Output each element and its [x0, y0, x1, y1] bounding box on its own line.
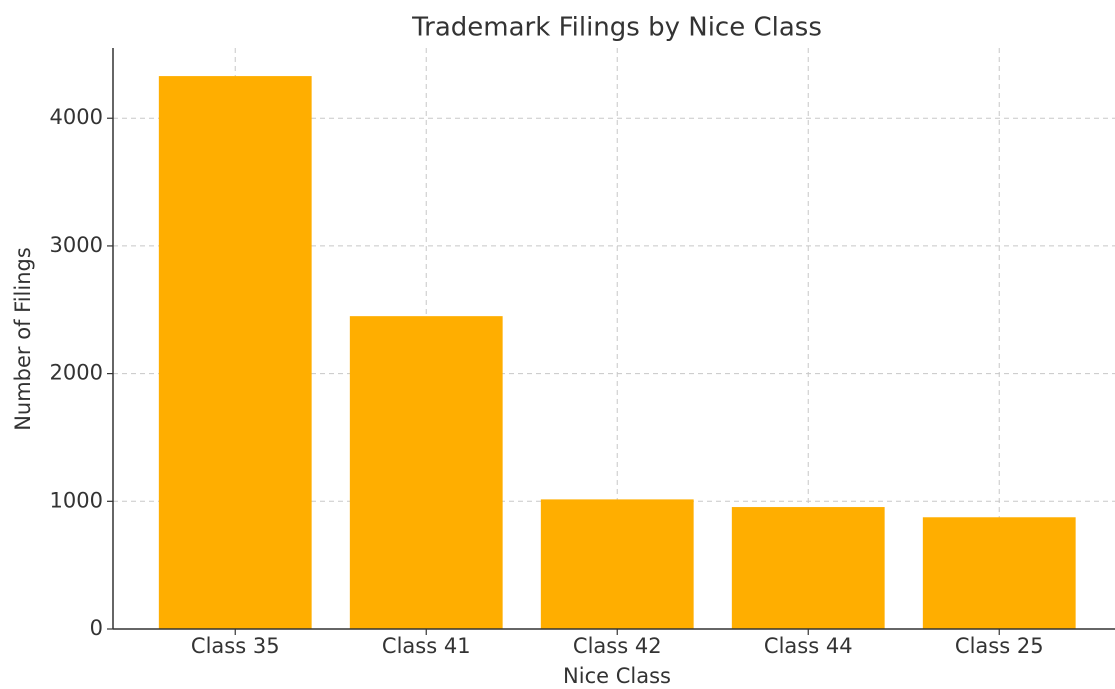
chart-title: Trademark Filings by Nice Class: [411, 13, 822, 43]
y-tick-label: 0: [90, 616, 103, 640]
x-tick-label: Class 42: [573, 634, 662, 658]
bar: [922, 517, 1076, 629]
bars: [158, 76, 1076, 630]
y-tick-label: 1000: [50, 488, 103, 512]
x-tick-label: Class 35: [191, 634, 280, 658]
bar: [158, 76, 312, 630]
y-tick-label: 4000: [50, 105, 103, 129]
x-tick-label: Class 44: [764, 634, 853, 658]
y-tick-label: 3000: [50, 233, 103, 257]
bar: [540, 499, 694, 629]
x-axis-label: Nice Class: [563, 664, 671, 688]
bar: [349, 316, 503, 629]
x-tick-label: Class 25: [955, 634, 1044, 658]
bar: [731, 507, 885, 629]
y-axis-label: Number of Filings: [11, 247, 35, 431]
y-tick-label: 2000: [50, 361, 103, 385]
x-tick-label: Class 41: [382, 634, 471, 658]
axes: 0 1000 2000 3000 4000 Class 35 Class 41 Class 4…: [50, 48, 1115, 658]
